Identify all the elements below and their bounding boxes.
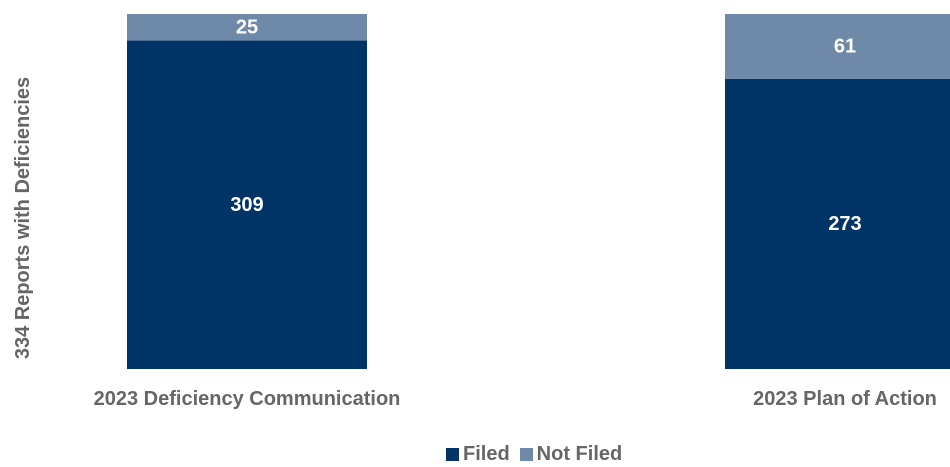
legend: Filed Not Filed — [446, 441, 622, 467]
data-label-filed-2023-plan-of-action: 273 — [828, 213, 861, 235]
bar-not-filed-2023-deficiency-communication — [127, 14, 367, 41]
bar-filed-2023-plan-of-action — [725, 78, 950, 369]
data-label-not-filed-2023-deficiency-communication: 25 — [236, 16, 258, 38]
category-label-2023-deficiency-communication: 2023 Deficiency Communication — [94, 388, 401, 410]
stacked-bar-chart: 334 Reports with Deficiencies 309 25 273 61… — [12, 14, 950, 410]
bar-filed-2023-deficiency-communication — [127, 40, 367, 369]
data-label-filed-2023-deficiency-communication: 309 — [230, 194, 263, 216]
legend-item-not-filed: Not Filed — [519, 442, 623, 466]
legend-item-filed: Filed — [446, 443, 510, 466]
bars — [127, 14, 950, 369]
legend-label-filed: Filed — [463, 442, 510, 465]
y-axis-label: 334 Reports with Deficiencies — [12, 77, 34, 359]
legend-swatch-not-filed — [519, 447, 533, 461]
category-label-2023-plan-of-action: 2023 Plan of Action — [753, 388, 937, 410]
legend-swatch-filed — [446, 447, 459, 461]
data-label-not-filed-2023-plan-of-action: 61 — [834, 35, 856, 57]
data-labels: 309 25 273 61 — [230, 16, 861, 235]
bar-not-filed-2023-plan-of-action — [725, 14, 950, 79]
category-labels: 2023 Deficiency Communication 2023 Plan o… — [94, 388, 937, 410]
legend-label-not-filed: Not Filed — [536, 442, 623, 465]
